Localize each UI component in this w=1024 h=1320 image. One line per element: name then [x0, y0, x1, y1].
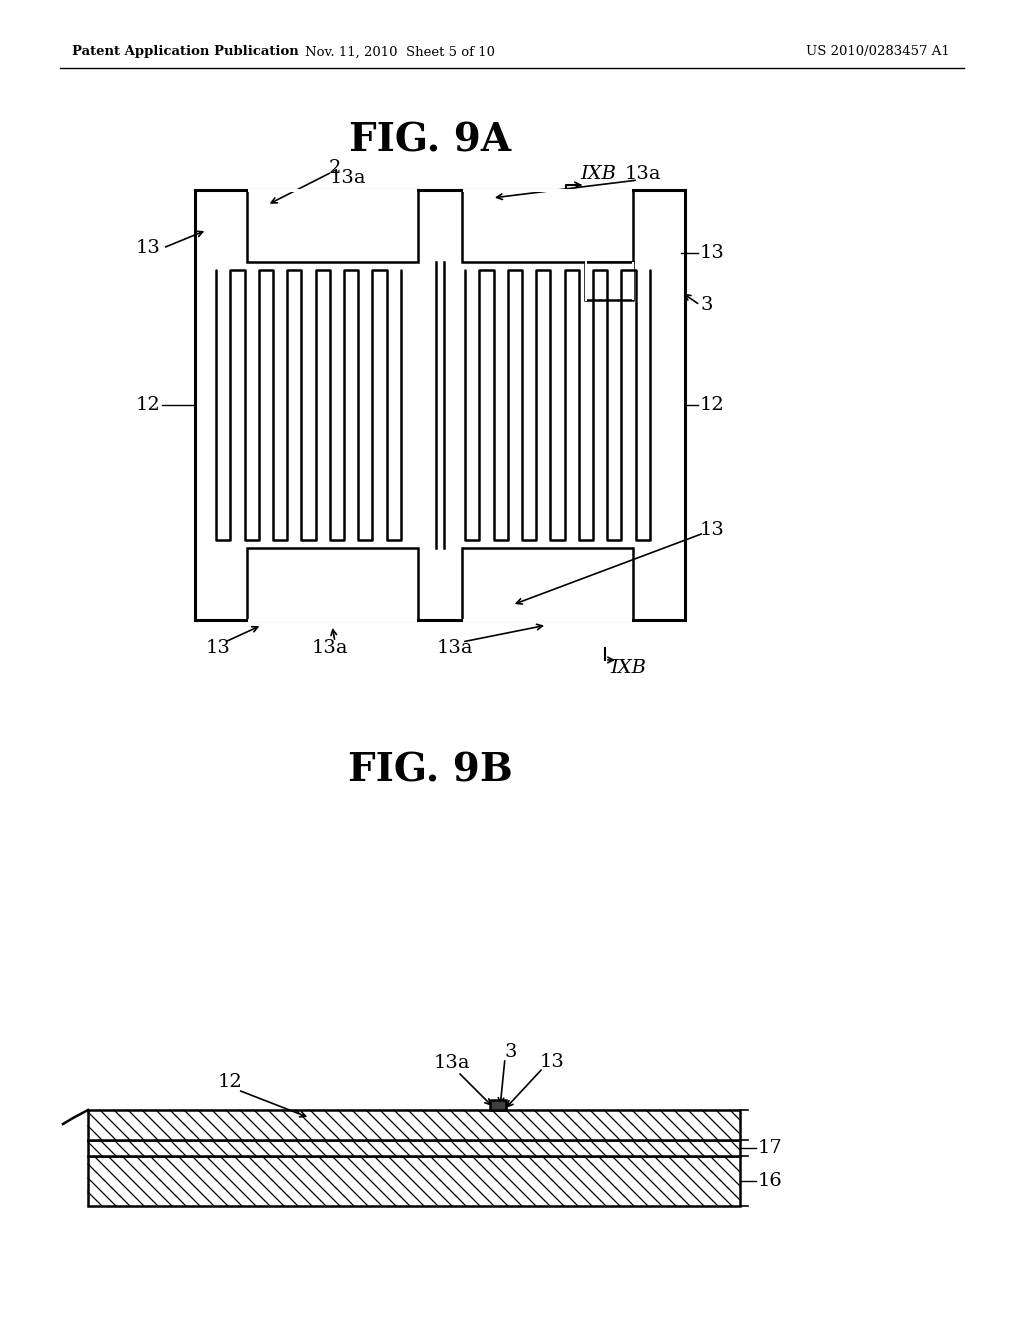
- Bar: [436, 261, 444, 548]
- Bar: [490, 1100, 506, 1110]
- Text: 13a: 13a: [434, 1053, 470, 1072]
- Bar: [88, 1110, 740, 1140]
- Text: Nov. 11, 2010  Sheet 5 of 10: Nov. 11, 2010 Sheet 5 of 10: [305, 45, 495, 58]
- Bar: [585, 261, 633, 300]
- Bar: [462, 548, 633, 620]
- Bar: [463, 619, 632, 622]
- Bar: [463, 189, 632, 191]
- Bar: [195, 190, 685, 620]
- Text: FIG. 9A: FIG. 9A: [349, 121, 511, 158]
- Text: 13a: 13a: [625, 165, 662, 183]
- Text: 13: 13: [540, 1053, 565, 1071]
- Text: 13a: 13a: [330, 169, 367, 187]
- Text: IXB: IXB: [610, 659, 646, 677]
- Text: 13a: 13a: [311, 639, 348, 657]
- Text: 3: 3: [505, 1043, 517, 1061]
- Bar: [632, 261, 634, 300]
- Bar: [248, 189, 417, 191]
- Text: 17: 17: [758, 1139, 782, 1158]
- Text: 13: 13: [135, 239, 161, 257]
- Bar: [247, 190, 418, 261]
- Bar: [88, 1156, 740, 1206]
- Text: 13: 13: [700, 244, 725, 261]
- Bar: [462, 190, 633, 261]
- Bar: [248, 619, 417, 622]
- Text: 13a: 13a: [437, 639, 473, 657]
- Text: 12: 12: [135, 396, 161, 414]
- Text: 13: 13: [206, 639, 230, 657]
- Bar: [585, 261, 587, 301]
- Text: 3: 3: [700, 296, 713, 314]
- Text: US 2010/0283457 A1: US 2010/0283457 A1: [806, 45, 950, 58]
- Bar: [88, 1140, 740, 1156]
- Text: 13: 13: [700, 521, 725, 539]
- Text: 12: 12: [700, 396, 725, 414]
- Text: IXB: IXB: [580, 165, 616, 183]
- Text: Patent Application Publication: Patent Application Publication: [72, 45, 299, 58]
- Bar: [247, 548, 418, 620]
- Text: FIG. 9B: FIG. 9B: [347, 751, 512, 789]
- Text: 12: 12: [218, 1073, 243, 1092]
- Text: 2: 2: [329, 158, 341, 177]
- Text: 16: 16: [758, 1172, 782, 1191]
